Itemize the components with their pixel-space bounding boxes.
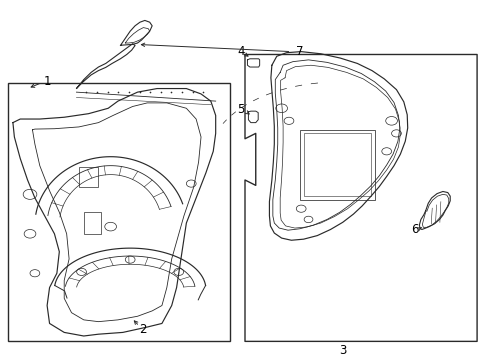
Text: 6: 6	[411, 223, 419, 236]
Bar	[300, 130, 375, 200]
Bar	[79, 167, 98, 187]
Text: 5: 5	[237, 103, 245, 116]
Bar	[84, 212, 101, 234]
Text: 4: 4	[237, 45, 245, 58]
Text: 1: 1	[43, 75, 51, 88]
Bar	[304, 134, 371, 196]
Text: 7: 7	[296, 45, 303, 58]
Bar	[8, 83, 230, 341]
Text: 3: 3	[339, 344, 346, 357]
Text: 2: 2	[139, 323, 146, 336]
